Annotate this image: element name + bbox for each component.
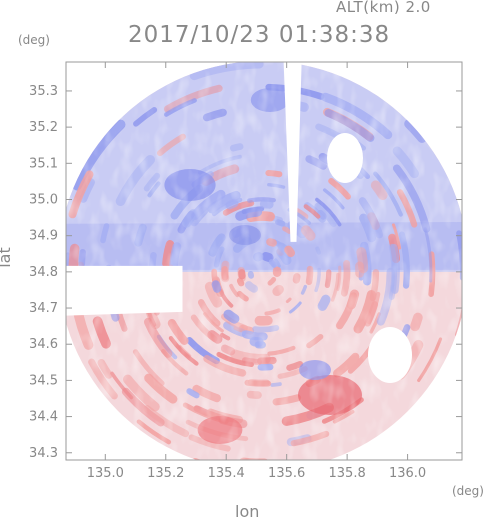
no-data-patch-ne <box>327 133 363 183</box>
timestamp-title: 2017/10/23 01:38:38 <box>128 22 391 48</box>
y-tick-label-8: 35.1 <box>29 156 58 171</box>
x-tick-label-5: 136.0 <box>389 466 426 481</box>
x-tick-label-4: 135.8 <box>329 466 366 481</box>
y-tick-label-2: 34.5 <box>29 373 58 388</box>
y-tick-label-9: 35.2 <box>29 120 58 135</box>
x-unit-label: (deg) <box>452 484 484 498</box>
x-tick-label-0: 135.0 <box>87 466 124 481</box>
y-tick-label-0: 34.3 <box>29 446 58 461</box>
y-tick-label-3: 34.6 <box>29 337 58 352</box>
field-streak <box>238 457 270 460</box>
y-tick-label-1: 34.4 <box>29 410 58 425</box>
y-tick-label-7: 35.0 <box>29 192 58 207</box>
field-speckle <box>66 62 462 460</box>
plot-frame <box>65 61 463 461</box>
x-tick-label-2: 135.4 <box>208 466 245 481</box>
y-tick-label-5: 34.8 <box>29 265 58 280</box>
no-data-wedge-west <box>66 265 183 316</box>
field-streak <box>77 370 95 395</box>
x-tick-label-1: 135.2 <box>147 466 184 481</box>
y-tick-label-6: 34.9 <box>29 229 58 244</box>
y-unit-label: (deg) <box>18 33 50 47</box>
radar-velocity-field <box>66 62 462 460</box>
x-tick-label-3: 135.6 <box>268 466 305 481</box>
no-data-beam-north <box>283 62 302 242</box>
no-data-patch-e <box>368 327 412 383</box>
y-tick-label-10: 35.3 <box>29 84 58 99</box>
altitude-label: ALT(km) 2.0 <box>336 0 431 16</box>
x-axis-label: lon <box>235 502 260 521</box>
y-tick-label-4: 34.7 <box>29 301 58 316</box>
